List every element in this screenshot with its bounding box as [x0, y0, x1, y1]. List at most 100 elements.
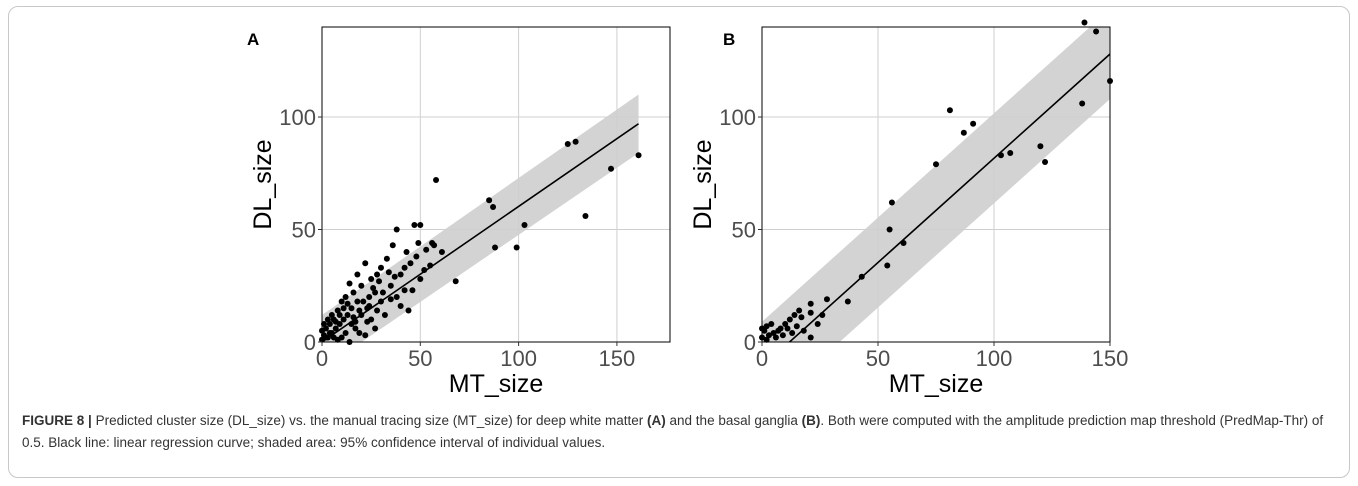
data-point [370, 285, 377, 291]
data-point [997, 152, 1004, 159]
data-point [1093, 28, 1100, 35]
data-point [354, 298, 361, 305]
data-point [340, 316, 347, 323]
data-point [362, 332, 369, 339]
data-point [338, 298, 345, 305]
data-point [415, 240, 422, 246]
y-tick-label: 0 [744, 330, 756, 355]
data-point [438, 249, 445, 255]
y-tick-label: 50 [292, 218, 316, 243]
data-point [342, 294, 349, 300]
data-point [368, 276, 375, 282]
panel-label: B [723, 30, 735, 49]
x-axis-title: MT_size [449, 370, 543, 398]
data-point [332, 318, 339, 325]
caption-text: and the basal ganglia [665, 413, 802, 428]
data-point [421, 267, 428, 273]
data-point [342, 330, 349, 336]
data-point [381, 312, 388, 318]
data-point [350, 314, 357, 321]
data-point [326, 321, 333, 327]
data-point [779, 332, 786, 339]
y-tick-label: 50 [732, 218, 756, 243]
y-axis-title: DL_size [249, 139, 277, 229]
data-point [377, 264, 384, 271]
data-point [374, 307, 381, 314]
confidence-band [762, 27, 1110, 342]
data-point [608, 165, 615, 172]
caption-text: (A) [647, 413, 666, 428]
confidence-band [322, 94, 639, 342]
data-point [1079, 100, 1086, 107]
data-point [417, 222, 424, 228]
data-point [372, 325, 379, 332]
data-point [344, 300, 351, 307]
data-point [582, 213, 589, 219]
data-point [763, 336, 770, 343]
data-point [431, 242, 438, 249]
data-point [354, 271, 361, 278]
regression-line [322, 123, 639, 342]
data-point [352, 325, 359, 332]
data-point [800, 327, 807, 334]
data-point [791, 312, 798, 318]
data-point [346, 280, 353, 287]
data-point [775, 327, 782, 334]
data-point [366, 303, 373, 309]
plot-clip [322, 27, 670, 342]
data-point [900, 240, 907, 246]
y-tick-label: 100 [719, 105, 756, 130]
data-point [326, 330, 333, 336]
data-point [970, 120, 977, 127]
caption: FIGURE 8 | Predicted cluster size (DL_si… [22, 410, 1332, 454]
data-point [348, 305, 355, 312]
data-point [763, 323, 770, 330]
data-point [433, 177, 440, 183]
data-point [1081, 19, 1088, 26]
data-point [807, 334, 814, 341]
data-point [356, 307, 363, 314]
data-point [385, 269, 392, 276]
data-point [423, 246, 430, 253]
data-point [374, 271, 381, 278]
plot-border [761, 26, 1111, 343]
data-point [330, 334, 337, 341]
data-point [350, 289, 357, 296]
data-point [389, 242, 396, 249]
data-point [362, 260, 369, 267]
data-point [379, 289, 386, 296]
data-point [403, 249, 410, 255]
x-tick-label: 100 [976, 346, 1013, 371]
data-point [1037, 143, 1044, 150]
data-point [409, 287, 416, 294]
data-point [397, 303, 404, 309]
data-point [356, 330, 363, 336]
data-point [452, 278, 459, 285]
data-point [796, 307, 803, 314]
data-point [383, 255, 390, 262]
data-point [401, 287, 408, 294]
caption-text: (B) [801, 413, 821, 428]
x-tick-label: 150 [599, 346, 636, 371]
data-point [322, 334, 329, 341]
data-point [427, 262, 434, 269]
data-point [492, 244, 499, 251]
data-point [393, 226, 400, 233]
data-point [328, 312, 335, 318]
data-point [768, 321, 775, 327]
plot-border [321, 26, 671, 343]
data-point [411, 222, 418, 228]
data-point [765, 332, 772, 339]
data-point [391, 273, 398, 280]
data-point [387, 282, 394, 289]
caption-text: Predicted cluster size (DL_size) vs. the… [95, 413, 648, 428]
data-point [823, 296, 830, 303]
x-tick-label: 150 [1092, 346, 1129, 371]
data-point [513, 244, 520, 251]
data-point [884, 262, 891, 269]
data-point [490, 204, 497, 210]
data-point [360, 298, 367, 305]
data-point [946, 107, 953, 114]
data-point [572, 138, 579, 145]
